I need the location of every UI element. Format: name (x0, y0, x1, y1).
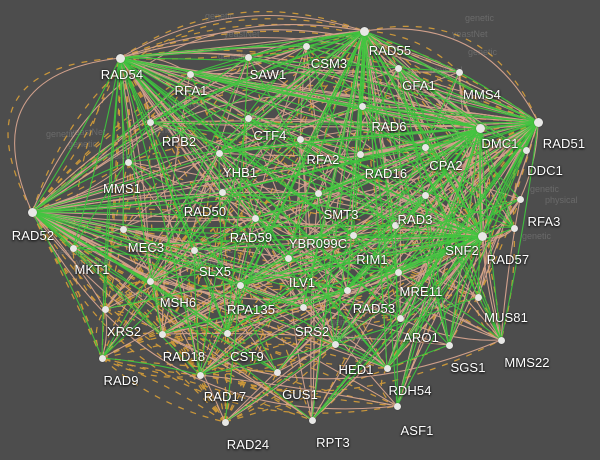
network-node-ybr099c[interactable] (349, 231, 357, 239)
network-node-rad6[interactable] (358, 102, 366, 110)
network-node-rad16[interactable] (356, 150, 364, 158)
network-node-ilv1[interactable] (284, 254, 292, 262)
network-node-ctf4[interactable] (244, 114, 252, 122)
network-node-rfa2[interactable] (296, 135, 304, 143)
network-node-mec3[interactable] (119, 225, 127, 233)
network-node-ddc1[interactable] (522, 146, 530, 154)
network-node-rad59[interactable] (251, 214, 259, 222)
network-node-rad17[interactable] (196, 371, 204, 379)
network-node-rad53[interactable] (343, 286, 351, 294)
network-node-rad3[interactable] (421, 191, 429, 199)
network-node-rpa135[interactable] (236, 281, 244, 289)
network-node-mms4[interactable] (455, 68, 463, 76)
network-node-gus1[interactable] (273, 368, 281, 376)
network-node-rfa1[interactable] (186, 70, 194, 78)
network-node-rad57[interactable] (510, 224, 518, 232)
network-node-snf2[interactable] (477, 231, 487, 241)
network-node-xrs2[interactable] (101, 305, 109, 313)
network-node-rad54[interactable] (115, 53, 125, 63)
network-node-yhb1[interactable] (215, 149, 223, 157)
network-node-saw1[interactable] (244, 53, 252, 61)
network-node-rad50[interactable] (218, 188, 226, 196)
network-node-rdh54[interactable] (383, 364, 391, 372)
network-node-rpb2[interactable] (146, 118, 154, 126)
network-node-rad24[interactable] (221, 418, 229, 426)
network-node-mre11[interactable] (394, 268, 402, 276)
network-node-dmc1[interactable] (475, 123, 485, 133)
network-node-mus81[interactable] (474, 293, 482, 301)
network-node-srs2[interactable] (299, 303, 307, 311)
network-node-rad55[interactable] (359, 26, 369, 36)
network-node-rim1[interactable] (391, 221, 399, 229)
network-node-rad9[interactable] (98, 354, 106, 362)
network-node-msh6[interactable] (146, 277, 154, 285)
network-node-rfa3[interactable] (516, 195, 524, 203)
network-node-asf1[interactable] (393, 402, 401, 410)
edges-coexpression (31, 30, 539, 423)
network-node-sgs1[interactable] (445, 341, 453, 349)
network-node-csm3[interactable] (302, 42, 310, 50)
network-node-cst9[interactable] (223, 329, 231, 337)
network-node-rpt3[interactable] (308, 416, 316, 424)
network-node-mms22[interactable] (497, 336, 505, 344)
network-node-mkt1[interactable] (69, 244, 77, 252)
network-node-rad51[interactable] (533, 117, 543, 127)
network-node-slx5[interactable] (190, 246, 198, 254)
network-node-smt3[interactable] (314, 189, 322, 197)
network-node-rad18[interactable] (158, 330, 166, 338)
network-node-rad52[interactable] (27, 207, 37, 217)
network-node-hed1[interactable] (331, 340, 339, 348)
network-node-aro1[interactable] (396, 314, 404, 322)
network-node-cpa2[interactable] (421, 143, 429, 151)
network-node-mms1[interactable] (124, 158, 132, 166)
network-node-gfa1[interactable] (394, 64, 402, 72)
